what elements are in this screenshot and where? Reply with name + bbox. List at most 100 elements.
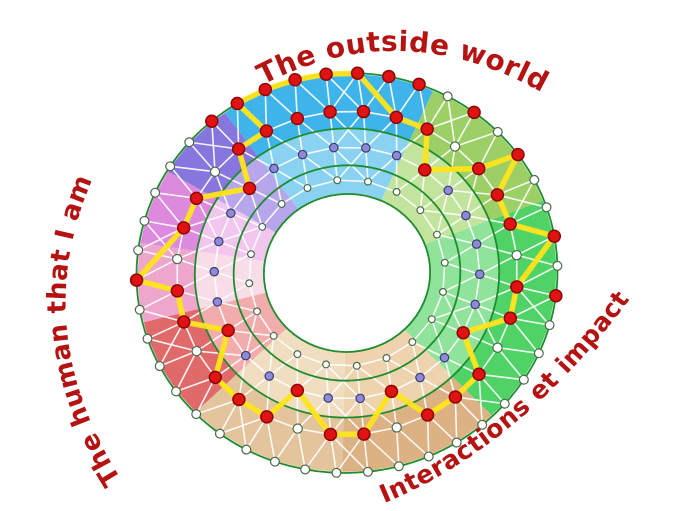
label-human-that-i-am: The human that I am — [43, 171, 128, 492]
wheel-node-red — [417, 163, 432, 177]
wheel-node-red — [503, 217, 517, 231]
ring-chord — [218, 212, 232, 242]
wheel-node — [443, 185, 454, 196]
spoke — [465, 214, 511, 225]
wheel-node — [142, 333, 153, 344]
spoke — [294, 79, 331, 113]
wheel-node-red — [260, 410, 274, 424]
spoke — [442, 291, 464, 334]
wheel-node — [333, 176, 342, 185]
spoke — [268, 353, 298, 377]
wheel-node-red — [323, 427, 338, 442]
ring-chord — [297, 353, 327, 366]
wheel-node — [139, 215, 150, 226]
ring-chord — [261, 203, 283, 228]
green-ring — [232, 164, 462, 382]
sector-pink-inner — [194, 251, 267, 309]
wheel-node — [362, 466, 373, 477]
spoke — [329, 433, 369, 473]
wheel-node-red — [232, 392, 246, 407]
wheel-node — [492, 126, 503, 137]
wheel-node — [154, 361, 165, 372]
spoke — [396, 426, 430, 458]
ring-chord — [302, 146, 334, 156]
wheel-node — [293, 350, 302, 359]
wheel-node-red — [258, 82, 273, 97]
wheel-node — [474, 269, 485, 280]
spoke — [436, 214, 467, 236]
wheel-node — [416, 206, 425, 215]
spoke — [329, 397, 361, 435]
wheel-node-red — [456, 326, 470, 340]
ring-chord — [396, 191, 421, 211]
wheel-node-red — [350, 66, 365, 80]
wheel-node-red — [231, 142, 246, 156]
wheel-node — [214, 236, 224, 247]
ring-chord — [367, 180, 397, 193]
ring-chord — [475, 244, 481, 275]
ring-chord — [411, 318, 433, 343]
spoke — [170, 165, 216, 173]
wheel-node — [323, 393, 333, 403]
ring-chord — [213, 271, 219, 302]
wheel-node — [552, 260, 563, 271]
spoke — [516, 286, 551, 326]
spoke — [266, 416, 276, 462]
wheel-node — [423, 451, 434, 462]
sector-purple-inner — [216, 156, 299, 233]
spoke — [454, 396, 458, 443]
sector-purple-outer — [167, 111, 259, 200]
spoke — [274, 428, 299, 463]
spoke — [442, 291, 476, 306]
spoke — [442, 273, 481, 293]
spoke — [218, 240, 252, 255]
wheel-node — [408, 338, 417, 347]
ring-chord — [307, 179, 338, 189]
donut-group — [129, 66, 563, 478]
spoke — [418, 84, 428, 130]
ring-chord — [256, 310, 275, 337]
spoke — [214, 270, 250, 285]
spoke — [296, 117, 335, 149]
spoke — [176, 240, 220, 260]
wheel-node-red — [511, 147, 525, 162]
spoke — [497, 194, 547, 209]
spoke — [139, 309, 185, 323]
wheel-node-red — [290, 383, 305, 398]
spoke — [195, 197, 220, 242]
wheel-node-red — [290, 111, 305, 126]
spoke — [188, 141, 216, 173]
ring-chord — [337, 179, 368, 183]
wheel-node — [209, 166, 221, 177]
ring-chord — [431, 291, 444, 320]
spoke — [411, 341, 421, 378]
spoke — [478, 373, 524, 381]
wheel-node — [533, 348, 544, 359]
spoke — [419, 169, 426, 211]
spoke — [516, 235, 555, 256]
spoke — [444, 243, 477, 264]
wheel-node-red — [170, 284, 185, 298]
wheel-node — [253, 307, 262, 316]
wheel-node — [477, 419, 488, 430]
wheel-node — [191, 345, 202, 357]
spoke — [509, 317, 540, 354]
wheel-node — [303, 183, 312, 192]
wheel-node-red — [242, 181, 257, 196]
wheel-node — [297, 149, 308, 160]
spoke — [236, 103, 240, 150]
wheel-node — [442, 91, 453, 102]
spoke — [159, 350, 197, 367]
spoke — [411, 341, 445, 359]
ring-chord — [273, 335, 298, 355]
wheel-node — [133, 245, 144, 256]
wheel-node — [240, 350, 251, 361]
spoke — [386, 357, 421, 379]
wheel-node-red — [189, 191, 204, 206]
spoke — [363, 433, 400, 467]
wheel-node-red — [288, 73, 302, 87]
spoke — [477, 131, 499, 170]
wheel-node-red — [323, 105, 337, 119]
wheel-node — [439, 352, 450, 363]
wheel-node — [329, 142, 339, 153]
